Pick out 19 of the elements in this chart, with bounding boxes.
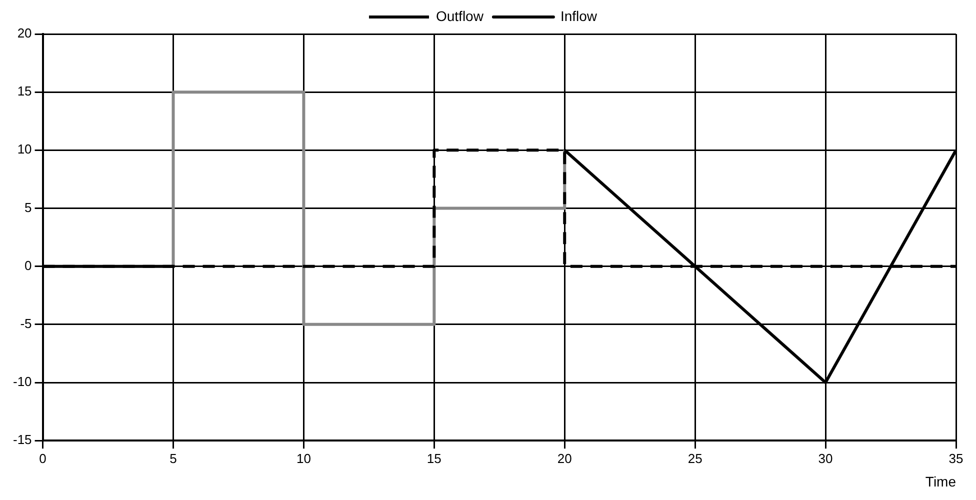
x-tick-label: 15 xyxy=(426,450,442,466)
x-tick-label: 20 xyxy=(557,450,572,466)
y-tick-label: 10 xyxy=(17,142,32,157)
x-tick-label: 10 xyxy=(296,450,311,466)
y-tick-label: 5 xyxy=(24,200,32,215)
x-tick-label: 0 xyxy=(39,450,46,466)
y-tick-label: 15 xyxy=(17,84,32,99)
y-tick-label: -10 xyxy=(12,374,32,390)
x-tick-label: 35 xyxy=(948,450,964,466)
x-tick-label: 25 xyxy=(688,450,702,466)
y-tick-label: -15 xyxy=(12,432,32,448)
legend-label: Outflow xyxy=(436,8,484,24)
y-tick-label: -5 xyxy=(20,316,32,332)
x-axis-title: Time xyxy=(925,473,956,490)
x-tick-label: 5 xyxy=(170,450,177,466)
legend-label: Inflow xyxy=(560,8,598,24)
y-tick-label: 20 xyxy=(17,26,32,41)
x-tick-label: 30 xyxy=(818,450,833,466)
y-tick-label: 0 xyxy=(24,258,32,273)
